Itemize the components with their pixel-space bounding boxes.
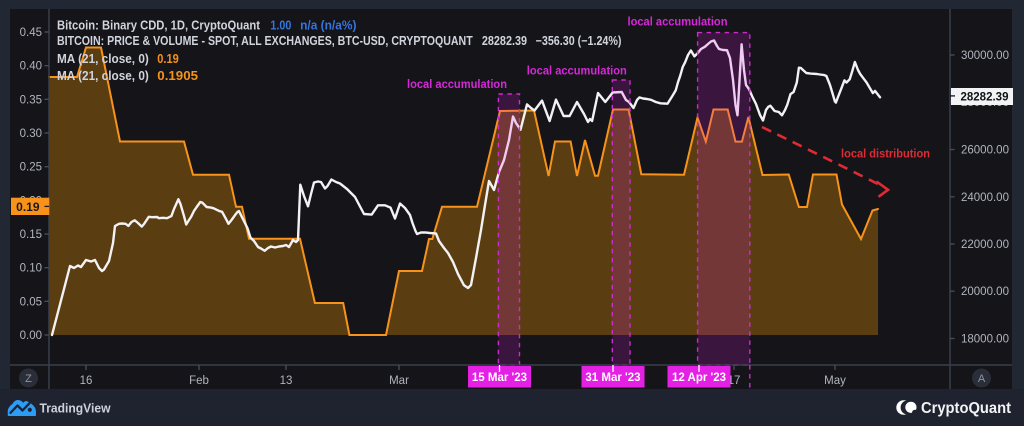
svg-text:local accumulation: local accumulation bbox=[407, 77, 507, 91]
svg-text:31 Mar '23: 31 Mar '23 bbox=[585, 372, 640, 384]
svg-text:Feb: Feb bbox=[189, 375, 209, 387]
svg-text:20000.00: 20000.00 bbox=[961, 286, 1009, 298]
svg-text:0.15: 0.15 bbox=[20, 229, 42, 241]
svg-text:17: 17 bbox=[728, 375, 741, 387]
svg-text:0.10: 0.10 bbox=[20, 263, 42, 275]
svg-text:0.19: 0.19 bbox=[157, 52, 179, 66]
svg-text:0.35: 0.35 bbox=[20, 94, 42, 106]
svg-text:0.45: 0.45 bbox=[20, 27, 42, 39]
svg-text:MA (21, close, 0): MA (21, close, 0) bbox=[57, 69, 149, 83]
svg-text:13: 13 bbox=[280, 375, 293, 387]
svg-text:16: 16 bbox=[80, 375, 93, 387]
svg-text:15 Mar '23: 15 Mar '23 bbox=[472, 372, 527, 384]
svg-text:−356.30 (−1.24%): −356.30 (−1.24%) bbox=[536, 34, 622, 48]
svg-text:BITCOIN: PRICE & VOLUME - SPOT: BITCOIN: PRICE & VOLUME - SPOT, ALL EXCH… bbox=[57, 34, 473, 48]
svg-text:0.25: 0.25 bbox=[20, 162, 42, 174]
svg-text:0.00: 0.00 bbox=[20, 330, 42, 342]
svg-text:0.05: 0.05 bbox=[20, 296, 42, 308]
svg-text:local accumulation: local accumulation bbox=[527, 64, 627, 78]
svg-text:A: A bbox=[978, 373, 986, 385]
svg-text:0.19: 0.19 bbox=[16, 200, 40, 214]
svg-text:n/a (n/a%): n/a (n/a%) bbox=[300, 19, 356, 33]
svg-text:12 Apr '23: 12 Apr '23 bbox=[672, 372, 726, 384]
svg-text:22000.00: 22000.00 bbox=[961, 239, 1009, 251]
svg-text:local distribution: local distribution bbox=[841, 147, 930, 161]
svg-text:26000.00: 26000.00 bbox=[961, 145, 1009, 157]
svg-text:0.40: 0.40 bbox=[20, 61, 42, 73]
svg-text:Z: Z bbox=[25, 373, 32, 385]
svg-text:30000.00: 30000.00 bbox=[961, 50, 1009, 62]
svg-text:28282.39: 28282.39 bbox=[482, 34, 527, 48]
svg-text:Bitcoin: Binary CDD, 1D, Crypt: Bitcoin: Binary CDD, 1D, CryptoQuant bbox=[57, 19, 261, 33]
svg-text:18000.00: 18000.00 bbox=[961, 334, 1009, 346]
svg-text:local accumulation: local accumulation bbox=[628, 15, 728, 29]
svg-text:CryptoQuant: CryptoQuant bbox=[921, 400, 1011, 417]
svg-text:TradingView: TradingView bbox=[40, 401, 112, 416]
svg-text:24000.00: 24000.00 bbox=[961, 192, 1009, 204]
svg-text:1.00: 1.00 bbox=[270, 19, 291, 33]
svg-text:May: May bbox=[824, 375, 846, 387]
svg-text:0.1905: 0.1905 bbox=[157, 69, 198, 83]
svg-text:28282.39: 28282.39 bbox=[961, 92, 1009, 104]
svg-text:0.30: 0.30 bbox=[20, 128, 42, 140]
svg-text:MA (21, close, 0): MA (21, close, 0) bbox=[57, 52, 149, 66]
svg-text:Mar: Mar bbox=[389, 375, 409, 387]
